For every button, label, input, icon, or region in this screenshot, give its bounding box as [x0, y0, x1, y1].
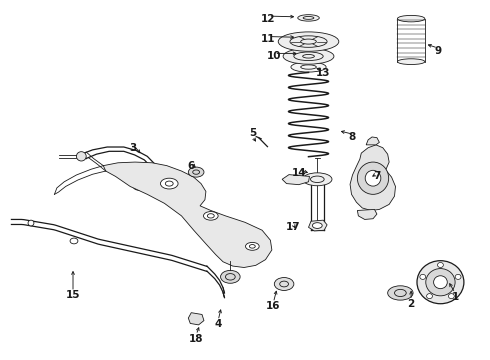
- Polygon shape: [188, 313, 204, 325]
- Ellipse shape: [448, 294, 454, 299]
- Polygon shape: [103, 162, 272, 267]
- Ellipse shape: [397, 59, 425, 64]
- Text: 17: 17: [286, 222, 300, 231]
- Text: 11: 11: [261, 34, 276, 44]
- Polygon shape: [366, 137, 379, 145]
- Ellipse shape: [160, 178, 178, 189]
- Ellipse shape: [283, 48, 334, 64]
- Text: 7: 7: [373, 171, 381, 181]
- Ellipse shape: [365, 170, 381, 186]
- Ellipse shape: [303, 173, 332, 186]
- Ellipse shape: [278, 32, 339, 51]
- Ellipse shape: [397, 15, 425, 22]
- Ellipse shape: [245, 242, 259, 250]
- Polygon shape: [350, 145, 395, 211]
- Text: 14: 14: [292, 168, 306, 178]
- Text: 6: 6: [188, 161, 195, 171]
- Text: 1: 1: [451, 292, 459, 302]
- Ellipse shape: [455, 274, 461, 279]
- Ellipse shape: [298, 15, 319, 21]
- Text: 10: 10: [267, 51, 282, 61]
- Ellipse shape: [427, 294, 433, 299]
- Text: 4: 4: [215, 319, 222, 329]
- Ellipse shape: [76, 152, 86, 161]
- Ellipse shape: [203, 212, 218, 220]
- Ellipse shape: [438, 262, 443, 267]
- Polygon shape: [309, 220, 327, 231]
- Ellipse shape: [274, 278, 294, 291]
- Ellipse shape: [70, 238, 78, 244]
- Ellipse shape: [133, 183, 147, 190]
- Text: 5: 5: [249, 129, 256, 138]
- Text: 16: 16: [266, 301, 281, 311]
- Text: 3: 3: [129, 143, 136, 153]
- Ellipse shape: [220, 270, 240, 283]
- Ellipse shape: [28, 220, 34, 226]
- Ellipse shape: [388, 286, 413, 300]
- Text: 18: 18: [189, 333, 203, 343]
- Ellipse shape: [417, 261, 464, 304]
- Ellipse shape: [426, 269, 455, 296]
- Ellipse shape: [313, 223, 322, 228]
- Text: 9: 9: [435, 46, 441, 56]
- Text: 2: 2: [408, 299, 415, 309]
- Ellipse shape: [291, 62, 326, 72]
- Text: 15: 15: [66, 291, 80, 301]
- Ellipse shape: [357, 162, 389, 194]
- Ellipse shape: [434, 276, 447, 289]
- Polygon shape: [282, 175, 310, 185]
- Text: 12: 12: [261, 14, 276, 24]
- Polygon shape: [357, 210, 377, 220]
- Ellipse shape: [188, 167, 204, 177]
- Ellipse shape: [420, 274, 426, 279]
- Text: 8: 8: [349, 132, 356, 142]
- Text: 13: 13: [316, 68, 330, 78]
